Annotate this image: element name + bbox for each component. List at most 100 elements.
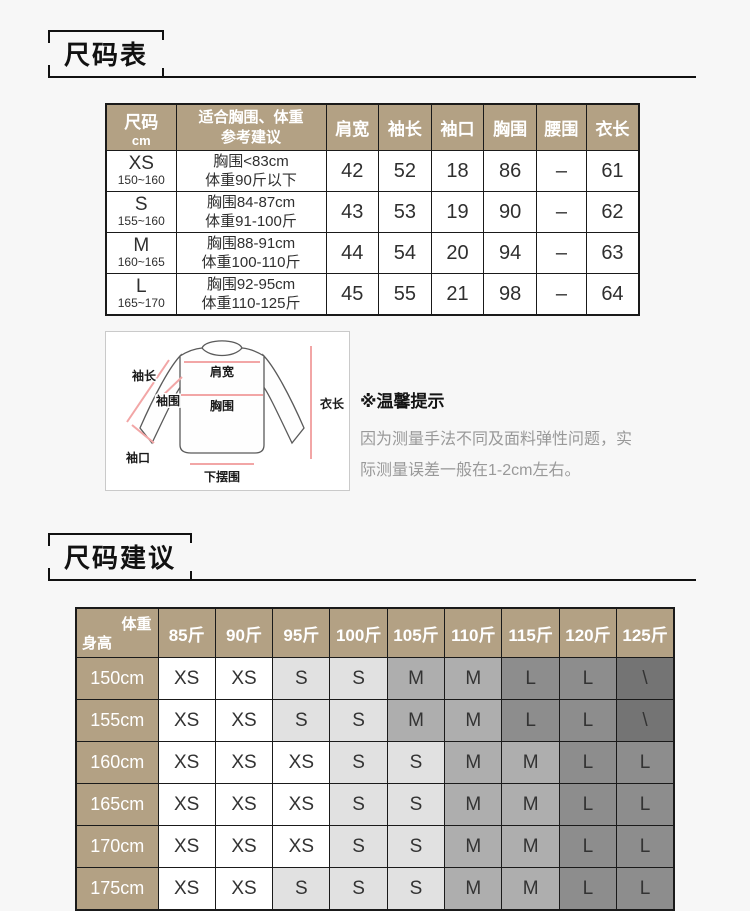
height-row-header: 165cm	[75, 783, 159, 826]
size-cell: XS	[157, 867, 216, 911]
section-title-size-table: 尺码表	[48, 30, 165, 76]
value-cell: 20	[430, 232, 485, 274]
size-cell: M 160~165	[105, 232, 177, 274]
value-cell: –	[535, 273, 587, 316]
table-row: 170cm XS XS XS S S M M L L	[75, 825, 675, 868]
shoulder-label: 肩宽	[210, 364, 234, 379]
value-cell: –	[535, 150, 587, 192]
value-cell: 54	[378, 232, 432, 274]
size-cell: L	[558, 867, 618, 911]
cuff-label: 袖口	[126, 450, 150, 465]
size-cell: M	[444, 783, 503, 826]
weight-col-header: 85斤	[157, 607, 216, 658]
weight-col-header: 110斤	[444, 607, 503, 658]
table-row: M 160~165 胸围88-91cm 体重100-110斤 44 54 20 …	[105, 232, 640, 274]
size-cell: S	[329, 867, 388, 911]
size-cell: L	[616, 867, 675, 911]
table-row: 155cm XS XS S S M M L L \	[75, 699, 675, 742]
value-cell: 90	[483, 191, 537, 233]
sweater-collar	[201, 340, 243, 349]
value-cell: 55	[378, 273, 432, 316]
sweater-right-sleeve	[262, 353, 305, 445]
measure-guide-row: 肩宽 胸围 下摆围 衣长 袖长 袖围 袖口 ※温馨提示 因为测量手法不同及面料弹…	[105, 331, 750, 491]
value-cell: 18	[430, 150, 485, 192]
size-cell: S	[272, 699, 331, 742]
size-cell: XS	[214, 825, 274, 868]
hem-label: 下摆围	[204, 469, 240, 484]
length-label: 衣长	[320, 396, 345, 411]
value-cell: 45	[325, 273, 380, 316]
corner-cell: 体重 身高	[75, 607, 159, 658]
size-cell: XS	[157, 699, 216, 742]
weight-col-header: 105斤	[386, 607, 446, 658]
height-row-header: 150cm	[75, 657, 159, 700]
value-cell: 61	[585, 150, 640, 192]
size-table-header-waist: 腰围	[535, 103, 587, 151]
weight-col-header: 100斤	[329, 607, 388, 658]
size-cell: M	[444, 657, 503, 700]
size-cell: XS	[272, 783, 331, 826]
size-cell: S	[386, 741, 446, 784]
size-cell: L	[616, 825, 675, 868]
size-cell: XS	[272, 825, 331, 868]
size-cell: L	[558, 783, 618, 826]
value-cell: 94	[483, 232, 537, 274]
size-cell: M	[501, 867, 560, 911]
size-table-header-fit: 适合胸围、体重 参考建议	[175, 103, 327, 151]
value-cell: 19	[430, 191, 485, 233]
height-row-header: 170cm	[75, 825, 159, 868]
size-cell: XS	[272, 741, 331, 784]
size-cell: S 155~160	[105, 191, 177, 233]
warm-tip: ※温馨提示 因为测量手法不同及面料弹性问题，实 际测量误差一般在1-2cm左右。	[360, 331, 680, 491]
size-cell: M	[501, 741, 560, 784]
section-header-size-advice: 尺码建议	[48, 533, 696, 581]
size-cell: L	[558, 699, 618, 742]
warm-tip-line: 因为测量手法不同及面料弹性问题，实	[360, 431, 633, 448]
size-cell: S	[329, 825, 388, 868]
value-cell: –	[535, 191, 587, 233]
size-cell: L	[616, 741, 675, 784]
warm-tip-title: ※温馨提示	[360, 392, 445, 411]
size-cell: XS	[157, 825, 216, 868]
table-row: XS 150~160 胸围<83cm 体重90斤以下 42 52 18 86 –…	[105, 150, 640, 192]
size-cell: S	[329, 783, 388, 826]
table-row: 165cm XS XS XS S S M M L L	[75, 783, 675, 826]
sleeve-girth-measure-line	[156, 376, 183, 402]
size-cell: S	[329, 699, 388, 742]
size-cell: L	[558, 741, 618, 784]
size-cell: M	[386, 699, 446, 742]
size-table: 尺码 cm 适合胸围、体重 参考建议 肩宽 袖长 袖口 胸围 腰围 衣长 XS …	[105, 103, 640, 316]
value-cell: –	[535, 232, 587, 274]
value-cell: 43	[325, 191, 380, 233]
size-cell: S	[386, 825, 446, 868]
value-cell: 53	[378, 191, 432, 233]
size-cell: M	[444, 741, 503, 784]
size-cell: XS	[157, 741, 216, 784]
size-cell: M	[444, 825, 503, 868]
size-cell: S	[329, 741, 388, 784]
size-cell: S	[386, 783, 446, 826]
size-cell: \	[616, 657, 675, 700]
warm-tip-line: 际测量误差一般在1-2cm左右。	[360, 462, 581, 479]
size-cell: L	[501, 699, 560, 742]
size-cell: XS	[214, 783, 274, 826]
sleeve-length-label: 袖长	[132, 368, 157, 383]
size-table-header-length: 衣长	[585, 103, 640, 151]
fit-cell: 胸围84-87cm 体重91-100斤	[175, 191, 327, 233]
weight-col-header: 95斤	[272, 607, 331, 658]
size-cell: XS	[214, 657, 274, 700]
table-row: S 155~160 胸围84-87cm 体重91-100斤 43 53 19 9…	[105, 191, 640, 233]
size-cell: M	[501, 783, 560, 826]
size-cell: M	[386, 657, 446, 700]
weight-col-header: 90斤	[214, 607, 274, 658]
value-cell: 52	[378, 150, 432, 192]
size-cell: L	[616, 783, 675, 826]
size-cell: \	[616, 699, 675, 742]
section-header-size-table: 尺码表	[48, 0, 696, 78]
cuff-measure-line	[131, 424, 155, 444]
value-cell: 63	[585, 232, 640, 274]
size-cell: L	[558, 825, 618, 868]
size-cell: XS	[157, 783, 216, 826]
section-title-size-advice: 尺码建议	[48, 533, 193, 579]
